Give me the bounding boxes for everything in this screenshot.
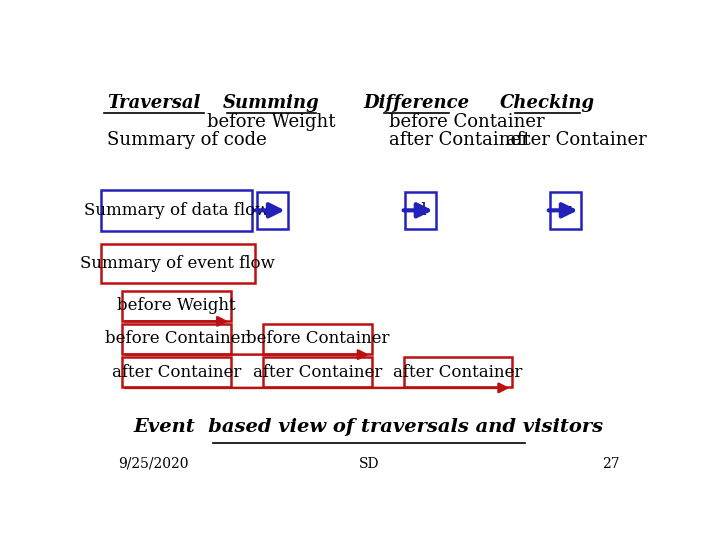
Text: after Container: after Container bbox=[389, 131, 529, 150]
FancyBboxPatch shape bbox=[122, 324, 231, 354]
FancyBboxPatch shape bbox=[550, 192, 581, 229]
Text: before Container: before Container bbox=[246, 330, 389, 347]
FancyBboxPatch shape bbox=[263, 357, 372, 387]
Text: before Container: before Container bbox=[389, 113, 544, 131]
FancyBboxPatch shape bbox=[101, 190, 252, 231]
FancyBboxPatch shape bbox=[122, 357, 231, 387]
Text: before Container: before Container bbox=[105, 330, 248, 347]
Text: Summary of code: Summary of code bbox=[107, 131, 266, 150]
Text: s: s bbox=[269, 202, 277, 219]
FancyBboxPatch shape bbox=[405, 192, 436, 229]
Text: before Weight: before Weight bbox=[117, 297, 236, 314]
Text: Checking: Checking bbox=[500, 94, 595, 112]
Text: after Container: after Container bbox=[112, 363, 241, 381]
FancyBboxPatch shape bbox=[258, 192, 288, 229]
Text: Difference: Difference bbox=[364, 94, 469, 112]
Text: SD: SD bbox=[359, 457, 379, 471]
Text: Summary of event flow: Summary of event flow bbox=[81, 255, 275, 272]
Text: v: v bbox=[561, 202, 570, 219]
Text: Traversal: Traversal bbox=[107, 94, 201, 112]
Text: 27: 27 bbox=[603, 457, 620, 471]
Text: after Container: after Container bbox=[253, 363, 382, 381]
Text: Summary of data flow: Summary of data flow bbox=[84, 202, 269, 219]
Text: before Weight: before Weight bbox=[207, 113, 336, 131]
FancyBboxPatch shape bbox=[101, 244, 255, 283]
Text: Event  based view of traversals and visitors: Event based view of traversals and visit… bbox=[134, 417, 604, 436]
FancyBboxPatch shape bbox=[263, 324, 372, 354]
FancyBboxPatch shape bbox=[122, 291, 231, 321]
FancyBboxPatch shape bbox=[404, 357, 513, 387]
Text: Summing: Summing bbox=[223, 94, 320, 112]
Text: after Container: after Container bbox=[505, 131, 647, 150]
Text: 9/25/2020: 9/25/2020 bbox=[118, 457, 189, 471]
Text: after Container: after Container bbox=[393, 363, 523, 381]
Text: d: d bbox=[415, 202, 426, 219]
